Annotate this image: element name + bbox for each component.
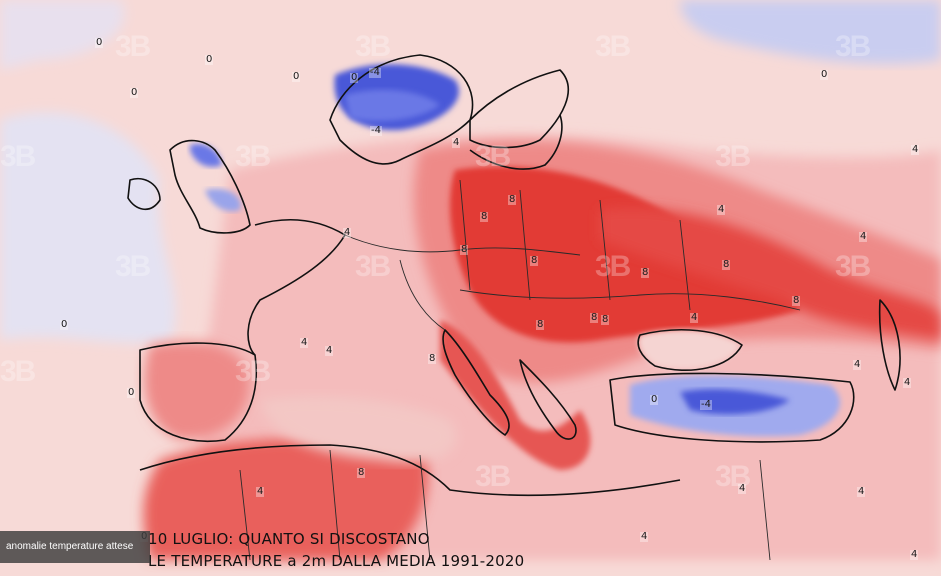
watermark: 3B <box>115 250 151 283</box>
isoline-label: 4 <box>717 204 726 215</box>
watermark: 3B <box>0 140 36 173</box>
isoline-label: 8 <box>428 353 437 364</box>
isoline-label: 0 <box>60 319 69 330</box>
watermark: 3B <box>115 30 151 63</box>
isoline-label: 4 <box>910 549 919 560</box>
isoline-label: 0 <box>650 394 659 405</box>
isoline-label: 8 <box>480 211 489 222</box>
watermark: 3B <box>835 250 871 283</box>
watermark: 3B <box>0 355 36 388</box>
isoline-label: -4 <box>369 67 381 78</box>
watermark: 3B <box>475 140 511 173</box>
isoline-label: 4 <box>911 144 920 155</box>
watermark: 3B <box>595 250 631 283</box>
watermark: 3B <box>355 30 391 63</box>
isoline-label: 4 <box>690 312 699 323</box>
isoline-label: 8 <box>530 255 539 266</box>
map-title: 10 LUGLIO: QUANTO SI DISCOSTANO LE TEMPE… <box>148 528 524 572</box>
isoline-label: 4 <box>343 227 352 238</box>
isoline-label: 8 <box>590 312 599 323</box>
isoline-label: 8 <box>722 259 731 270</box>
isoline-label: 8 <box>508 194 517 205</box>
isoline-label: 0 <box>130 87 139 98</box>
isoline-label: 8 <box>536 319 545 330</box>
isoline-label: 4 <box>903 377 912 388</box>
watermark: 3B <box>355 250 391 283</box>
isoline-label: 4 <box>325 345 334 356</box>
isoline-label: 4 <box>640 531 649 542</box>
isoline-label: 0 <box>95 37 104 48</box>
isoline-label: 8 <box>792 295 801 306</box>
watermark: 3B <box>715 140 751 173</box>
map-title-line2: LE TEMPERATURE a 2m DALLA MEDIA 1991-202… <box>148 552 525 570</box>
isoline-label: 0 <box>350 72 359 83</box>
isoline-label: 8 <box>357 467 366 478</box>
isoline-label: 4 <box>738 483 747 494</box>
isoline-label: 0 <box>205 54 214 65</box>
isoline-label: 8 <box>460 244 469 255</box>
isoline-label: 0 <box>292 71 301 82</box>
watermark: 3B <box>595 30 631 63</box>
isoline-label: 4 <box>859 231 868 242</box>
isoline-label: 4 <box>857 486 866 497</box>
watermark: 3B <box>715 460 751 493</box>
map-title-line1: 10 LUGLIO: QUANTO SI DISCOSTANO <box>148 530 430 548</box>
isoline-label: 8 <box>641 267 650 278</box>
isoline-label: 0 <box>820 69 829 80</box>
isoline-label: -4 <box>370 125 382 136</box>
isoline-label: 8 <box>601 314 610 325</box>
watermark: 3B <box>475 460 511 493</box>
isoline-label: -4 <box>700 399 712 410</box>
isoline-label: 4 <box>300 337 309 348</box>
isoline-label: 4 <box>853 359 862 370</box>
watermark: 3B <box>235 140 271 173</box>
watermark: 3B <box>235 355 271 388</box>
watermark: 3B <box>835 30 871 63</box>
isoline-label: 0 <box>127 387 136 398</box>
isoline-label: 4 <box>452 137 461 148</box>
caption-badge: anomalie temperature attese <box>0 531 150 563</box>
isoline-label: 4 <box>256 486 265 497</box>
